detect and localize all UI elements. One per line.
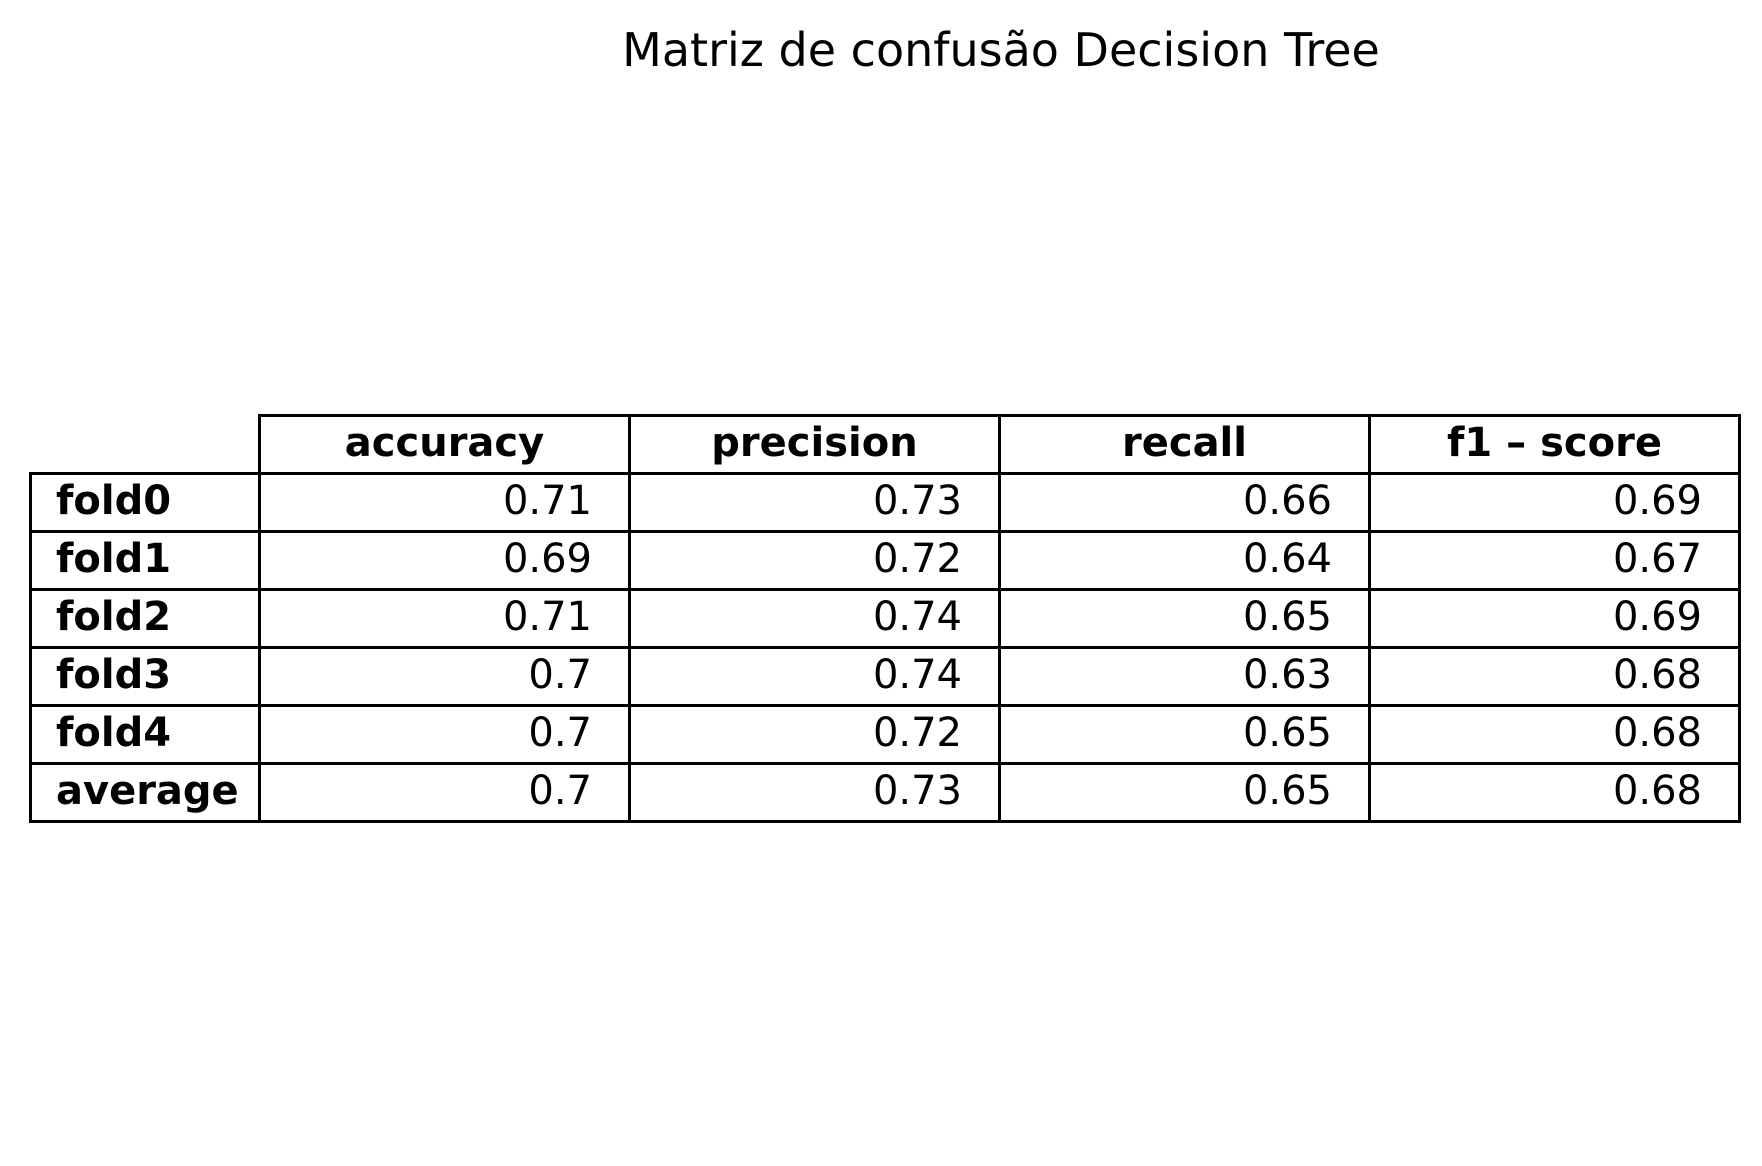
table-row: fold3 0.7 0.74 0.63 0.68 [29, 646, 1741, 707]
table-cell: 0.72 [628, 530, 1001, 591]
table-row: fold1 0.69 0.72 0.64 0.67 [29, 530, 1741, 591]
row-header-fold2: fold2 [29, 588, 261, 649]
table-row: fold2 0.71 0.74 0.65 0.69 [29, 588, 1741, 649]
column-header-accuracy: accuracy [258, 414, 631, 475]
table-cell: 0.7 [258, 762, 631, 823]
table-cell: 0.74 [628, 588, 1001, 649]
row-header-fold1: fold1 [29, 530, 261, 591]
table-cell: 0.73 [628, 762, 1001, 823]
table-cell: 0.71 [258, 588, 631, 649]
table-cell: 0.63 [998, 646, 1371, 707]
table-cell: 0.66 [998, 472, 1371, 533]
table-cell: 0.7 [258, 704, 631, 765]
table-cell: 0.68 [1368, 704, 1741, 765]
column-header-recall: recall [998, 414, 1371, 475]
corner-cell [31, 416, 260, 474]
header-row: accuracy precision recall f1 – score [31, 414, 1741, 475]
table-cell: 0.74 [628, 646, 1001, 707]
table-cell: 0.73 [628, 472, 1001, 533]
table-cell: 0.71 [258, 472, 631, 533]
column-header-f1-score: f1 – score [1368, 414, 1741, 475]
table-cell: 0.69 [1368, 588, 1741, 649]
row-header-fold3: fold3 [29, 646, 261, 707]
table-cell: 0.65 [998, 762, 1371, 823]
row-header-fold4: fold4 [29, 704, 261, 765]
table-cell: 0.69 [258, 530, 631, 591]
table-cell: 0.69 [1368, 472, 1741, 533]
table-cell: 0.65 [998, 704, 1371, 765]
chart-title: Matriz de confusão Decision Tree [622, 23, 1380, 77]
table-cell: 0.7 [258, 646, 631, 707]
table-cell: 0.67 [1368, 530, 1741, 591]
table-row: average 0.7 0.73 0.65 0.68 [29, 762, 1741, 823]
table-row: fold4 0.7 0.72 0.65 0.68 [29, 704, 1741, 765]
table-cell: 0.68 [1368, 646, 1741, 707]
metrics-table: accuracy precision recall f1 – score fol… [29, 414, 1741, 823]
table-cell: 0.64 [998, 530, 1371, 591]
column-header-precision: precision [628, 414, 1001, 475]
table-row: fold0 0.71 0.73 0.66 0.69 [29, 472, 1741, 533]
table-cell: 0.65 [998, 588, 1371, 649]
row-header-fold0: fold0 [29, 472, 261, 533]
table-cell: 0.68 [1368, 762, 1741, 823]
row-header-average: average [29, 762, 261, 823]
table-cell: 0.72 [628, 704, 1001, 765]
